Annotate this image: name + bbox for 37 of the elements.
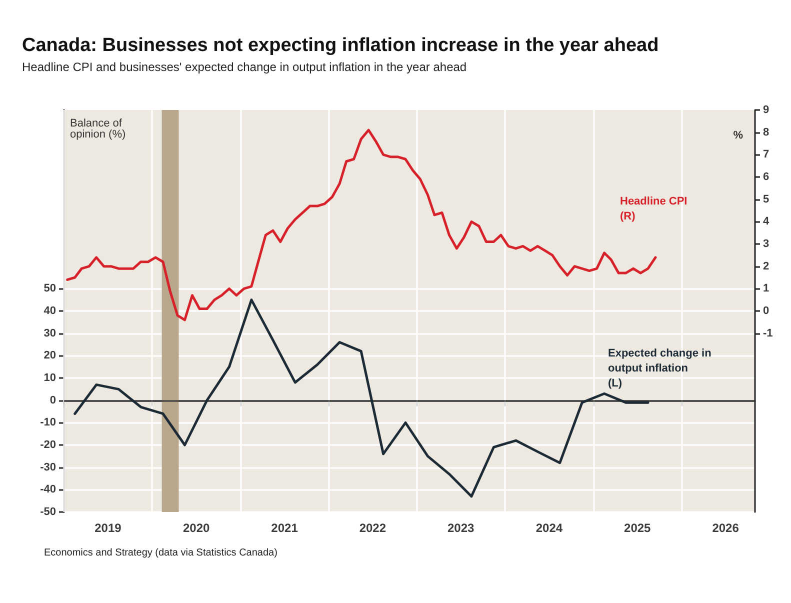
chart-title: Canada: Businesses not expecting inflation increase in the year ahead <box>22 35 659 56</box>
y-tick-label: 0 <box>50 394 56 406</box>
y2-tick-label: 5 <box>763 193 770 206</box>
series-label: Expected change in output inflation (L) <box>608 348 714 390</box>
y-tick-label: -40 <box>40 484 56 496</box>
y-tick-label: 10 <box>44 372 56 384</box>
y-tick-label: -30 <box>40 461 56 474</box>
y2-tick-label: 7 <box>763 148 770 161</box>
y-tick-label: 50 <box>44 282 56 295</box>
y-tick-label: 30 <box>44 327 56 340</box>
x-tick-label: 2023 <box>447 521 474 535</box>
text: Economics and Strategy (data via Statistics Canada) <box>44 548 278 558</box>
x-tick-label: 2022 <box>359 521 386 535</box>
y2-tick-label: 3 <box>763 238 770 250</box>
x-tick-label: 2021 <box>271 521 298 535</box>
y2-axis-title: % <box>733 130 744 142</box>
y2-tick-label: -1 <box>763 327 773 340</box>
y2-tick-label: 2 <box>763 260 770 272</box>
y2-tick-label: 6 <box>763 171 770 183</box>
y-tick-label: 20 <box>44 350 56 362</box>
x-tick-label: 2019 <box>94 521 122 535</box>
y-tick-label: -50 <box>40 506 56 518</box>
y2-tick-label: 4 <box>763 216 770 228</box>
chart-subtitle: Headline CPI and businesses' expected change in output inflation in the year ahead <box>22 60 467 74</box>
y2-tick-label: 1 <box>763 282 770 295</box>
text: Headline CPI (R) <box>620 196 688 222</box>
y-tick-label: -10 <box>40 416 56 429</box>
y2-tick-label: 9 <box>763 104 770 116</box>
y-axis-title: Balance of opinion (%) <box>70 118 126 140</box>
y2-tick-label: 0 <box>763 305 770 317</box>
y-tick-label: -20 <box>40 439 56 451</box>
x-tick-label: 2020 <box>183 521 210 535</box>
x-tick-label: 2024 <box>536 521 563 535</box>
y2-tick-label: 8 <box>763 126 770 138</box>
x-tick-label: 2026 <box>712 521 740 535</box>
x-tick-label: 2025 <box>624 521 652 535</box>
y-tick-label: 40 <box>44 305 56 317</box>
